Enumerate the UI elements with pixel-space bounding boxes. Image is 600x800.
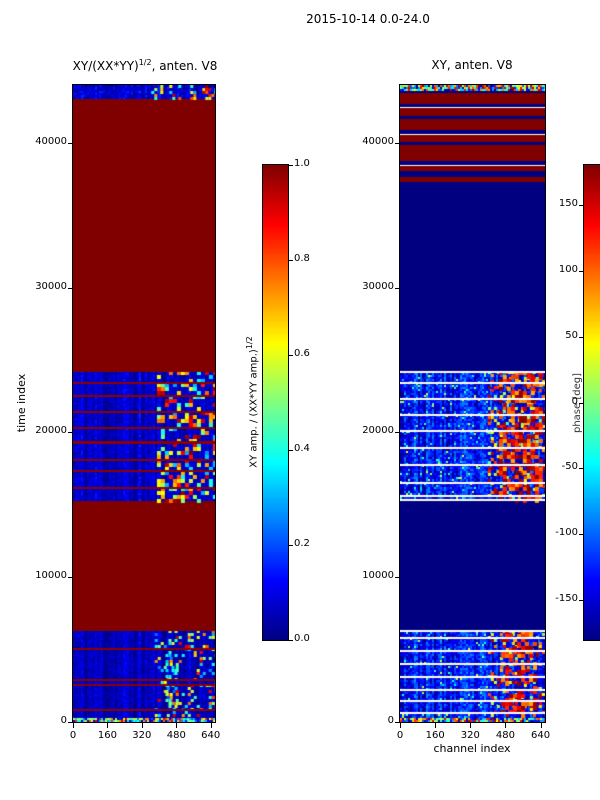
colorbar-tick-label: 0.2 xyxy=(294,538,310,549)
colorbar-tick-mark xyxy=(579,337,584,338)
colorbar-tick-label: 0 xyxy=(571,395,578,407)
colorbar-tick-label: 0.6 xyxy=(294,348,310,359)
colorbar-tick-mark xyxy=(579,403,584,404)
left-colorbar-label: XY amp. / (XX*YY amp.)1/2 xyxy=(243,282,260,522)
y-tick-mark xyxy=(395,288,400,289)
x-tick-mark xyxy=(211,723,212,728)
x-tick-mark xyxy=(142,723,143,728)
y-tick-label: 20000 xyxy=(35,425,67,437)
x-tick-label: 480 xyxy=(495,730,515,741)
y-tick-mark xyxy=(395,432,400,433)
right-plot-title: XY, anten. V8 xyxy=(431,58,513,72)
x-tick-label: 0 xyxy=(396,730,404,741)
x-tick-mark xyxy=(470,723,471,728)
colorbar-tick-mark xyxy=(579,600,584,601)
figure-title: 2015-10-14 0.0-24.0 xyxy=(306,12,430,26)
colorbar-tick-mark xyxy=(289,165,293,166)
y-tick-mark xyxy=(68,288,73,289)
y-tick-label: 40000 xyxy=(362,135,394,147)
left-colorbar-label-sup: 1/2 xyxy=(245,336,254,350)
colorbar-tick-label: 1.0 xyxy=(294,158,310,169)
colorbar-tick-mark xyxy=(579,271,584,272)
y-tick-label: 0 xyxy=(60,715,67,726)
colorbar-tick-label: 100 xyxy=(558,263,578,275)
right-colorbar xyxy=(583,164,600,641)
left-plot-title: XY/(XX*YY)1/2, anten. V8 xyxy=(35,58,255,73)
colorbar-tick-label: 50 xyxy=(565,329,578,341)
left-heatmap-axes xyxy=(72,84,216,723)
x-tick-mark xyxy=(435,723,436,728)
right-x-axis-label: channel index xyxy=(433,742,511,755)
y-tick-mark xyxy=(395,722,400,723)
y-tick-label: 20000 xyxy=(362,425,394,437)
left-plot-title-rest: , anten. V8 xyxy=(151,59,218,73)
colorbar-tick-label: 0.8 xyxy=(294,253,310,264)
x-tick-mark xyxy=(107,723,108,728)
y-tick-mark xyxy=(68,722,73,723)
left-colorbar-label-base: XY amp. / (XX*YY amp.) xyxy=(248,349,260,468)
y-tick-label: 10000 xyxy=(362,570,394,582)
x-tick-label: 640 xyxy=(201,730,221,741)
right-heatmap-canvas xyxy=(400,85,545,722)
colorbar-tick-mark xyxy=(289,355,293,356)
colorbar-tick-label: 150 xyxy=(558,197,578,209)
x-tick-mark xyxy=(400,723,401,728)
x-tick-mark xyxy=(176,723,177,728)
y-tick-label: 10000 xyxy=(35,570,67,582)
x-tick-mark xyxy=(541,723,542,728)
y-tick-mark xyxy=(395,577,400,578)
y-tick-label: 30000 xyxy=(362,280,394,292)
colorbar-tick-mark xyxy=(579,468,584,469)
x-tick-label: 320 xyxy=(132,730,152,741)
right-colorbar-canvas xyxy=(584,165,600,640)
x-tick-label: 160 xyxy=(97,730,117,741)
colorbar-tick-label: -100 xyxy=(555,527,578,539)
x-tick-label: 640 xyxy=(531,730,551,741)
x-tick-label: 320 xyxy=(460,730,480,741)
y-tick-mark xyxy=(68,577,73,578)
left-colorbar xyxy=(262,164,289,641)
left-heatmap-canvas xyxy=(73,85,215,722)
colorbar-tick-mark xyxy=(579,534,584,535)
y-tick-label: 40000 xyxy=(35,135,67,147)
colorbar-tick-label: -50 xyxy=(561,461,578,473)
colorbar-tick-label: 0.4 xyxy=(294,443,310,454)
colorbar-tick-mark xyxy=(289,260,293,261)
left-plot-title-base: XY/(XX*YY) xyxy=(72,59,139,73)
y-tick-label: 0 xyxy=(387,715,394,726)
y-tick-label: 30000 xyxy=(35,280,67,292)
colorbar-tick-mark xyxy=(289,640,293,641)
colorbar-tick-mark xyxy=(289,450,293,451)
colorbar-tick-mark xyxy=(289,545,293,546)
x-tick-label: 160 xyxy=(425,730,445,741)
x-tick-mark xyxy=(73,723,74,728)
left-y-axis-label: time index xyxy=(15,373,28,433)
y-tick-mark xyxy=(68,143,73,144)
colorbar-tick-label: 0.0 xyxy=(294,633,310,644)
y-tick-mark xyxy=(395,143,400,144)
right-heatmap-axes xyxy=(399,84,546,723)
left-plot-title-sup: 1/2 xyxy=(138,58,152,67)
x-tick-label: 0 xyxy=(69,730,77,741)
x-tick-mark xyxy=(505,723,506,728)
colorbar-tick-mark xyxy=(579,205,584,206)
colorbar-tick-label: -150 xyxy=(555,593,578,605)
y-tick-mark xyxy=(68,432,73,433)
left-colorbar-canvas xyxy=(263,165,288,640)
x-tick-label: 480 xyxy=(166,730,186,741)
